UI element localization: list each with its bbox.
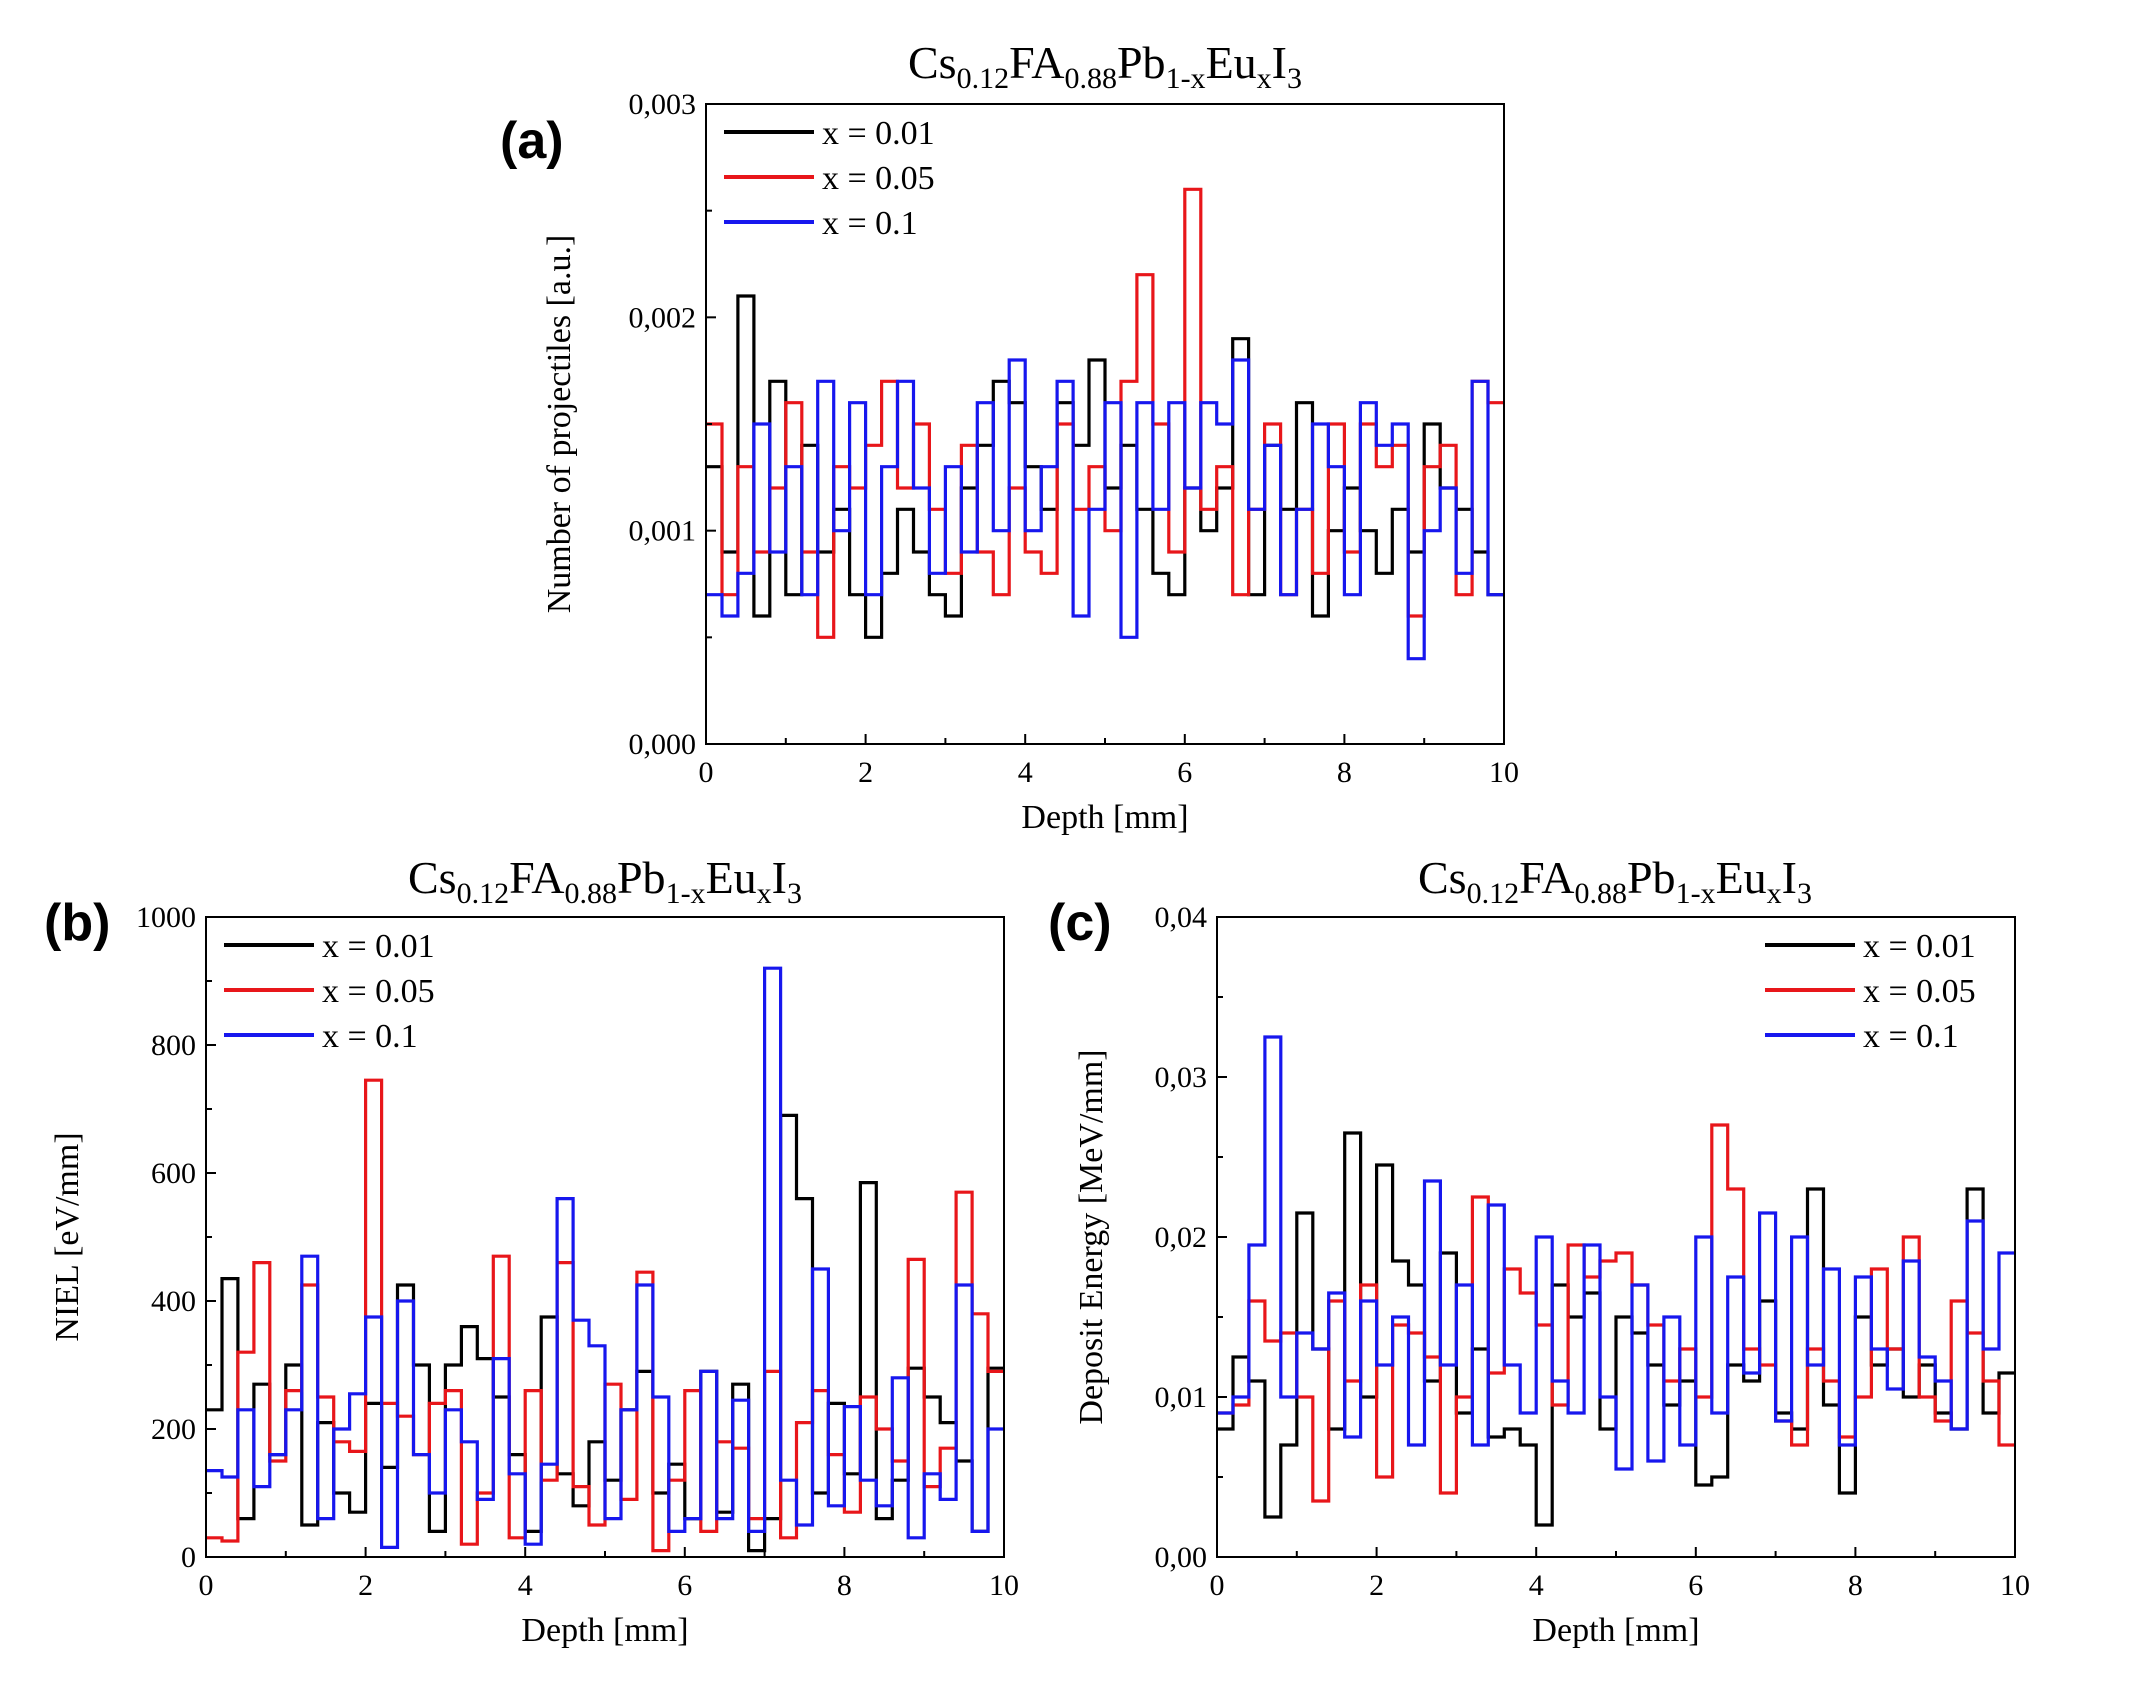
y-tick-label: 400	[151, 1285, 196, 1318]
x-tick-label: 8	[837, 1569, 852, 1602]
legend: x = 0.01 x = 0.05 x = 0.1	[724, 115, 935, 242]
legend-label: x = 0.01	[1863, 928, 1976, 965]
x-tick-label: 4	[1018, 756, 1033, 789]
y-tick-label: 0,02	[1155, 1221, 1208, 1254]
legend-label: x = 0.05	[322, 973, 435, 1010]
x-axis-label: Depth [mm]	[1532, 1612, 1699, 1649]
y-tick-label: 800	[151, 1029, 196, 1062]
chart-panel-3: (c) Cs0.12FA0.88Pb1-xEuxI3 0 2 4 6 8 10 0,00 0,01…	[1048, 852, 2030, 1649]
legend: x = 0.01 x = 0.05 x = 0.1	[1765, 928, 1976, 1055]
x-tick-label: 2	[358, 1569, 373, 1602]
legend-label: x = 0.01	[822, 115, 935, 152]
series-line-2	[1217, 1123, 2015, 1503]
legend-label: x = 0.1	[822, 205, 918, 242]
series-line-1	[1217, 1131, 2015, 1527]
panel-label: (c)	[1048, 894, 1112, 952]
y-tick-label: 0,000	[629, 728, 697, 761]
y-tick-label: 0,001	[629, 515, 697, 548]
y-tick-label: 0,00	[1155, 1541, 1208, 1574]
x-tick-label: 4	[1529, 1569, 1544, 1602]
legend: x = 0.01 x = 0.05 x = 0.1	[224, 928, 435, 1055]
x-tick-label: 6	[677, 1569, 692, 1602]
x-tick-label: 2	[1369, 1569, 1384, 1602]
y-tick-label: 0	[181, 1541, 196, 1574]
chart-title: Cs0.12FA0.88Pb1-xEuxI3	[1418, 852, 1812, 910]
x-tick-label: 2	[858, 756, 873, 789]
x-tick-label: 10	[989, 1569, 1019, 1602]
y-axis-label: Deposit Energy [MeV/mm]	[1073, 1049, 1110, 1424]
legend-label: x = 0.05	[1863, 973, 1976, 1010]
chart-panel-1: (a) Cs0.12FA0.88Pb1-xEuxI3 0 2 4 6 8 10 0,000 0,0…	[500, 37, 1519, 836]
series-line-3	[706, 358, 1504, 661]
y-tick-label: 0,003	[629, 88, 697, 121]
legend-label: x = 0.1	[1863, 1018, 1959, 1055]
y-tick-label: 200	[151, 1413, 196, 1446]
series-line-3	[206, 966, 1004, 1549]
x-tick-label: 10	[2000, 1569, 2030, 1602]
y-tick-label: 0,04	[1155, 901, 1208, 934]
chart-panel-2: (b) Cs0.12FA0.88Pb1-xEuxI3 0 2 4 6 8 10 0 200 400 6…	[44, 852, 1019, 1649]
y-axis-label: NIEL [eV/mm]	[49, 1132, 86, 1341]
x-axis-label: Depth [mm]	[1021, 799, 1188, 836]
panel-label: (b)	[44, 894, 110, 952]
x-tick-label: 0	[699, 756, 714, 789]
series-line-3	[1217, 1035, 2015, 1471]
x-tick-label: 8	[1337, 756, 1352, 789]
x-tick-label: 6	[1688, 1569, 1703, 1602]
y-tick-label: 600	[151, 1157, 196, 1190]
legend-label: x = 0.05	[822, 160, 935, 197]
x-tick-label: 8	[1848, 1569, 1863, 1602]
x-axis-label: Depth [mm]	[521, 1612, 688, 1649]
x-tick-label: 6	[1177, 756, 1192, 789]
chart-title: Cs0.12FA0.88Pb1-xEuxI3	[908, 37, 1302, 95]
x-tick-label: 0	[1210, 1569, 1225, 1602]
y-tick-label: 0,01	[1155, 1381, 1208, 1414]
y-axis-label: Number of projectiles [a.u.]	[541, 235, 578, 614]
legend-label: x = 0.01	[322, 928, 435, 965]
y-tick-label: 1000	[136, 901, 196, 934]
x-tick-label: 0	[199, 1569, 214, 1602]
chart-title: Cs0.12FA0.88Pb1-xEuxI3	[408, 852, 802, 910]
y-tick-label: 0,03	[1155, 1061, 1208, 1094]
y-tick-label: 0,002	[629, 301, 697, 334]
panel-label: (a)	[500, 112, 564, 170]
x-tick-label: 4	[518, 1569, 533, 1602]
x-tick-label: 10	[1489, 756, 1519, 789]
legend-label: x = 0.1	[322, 1018, 418, 1055]
